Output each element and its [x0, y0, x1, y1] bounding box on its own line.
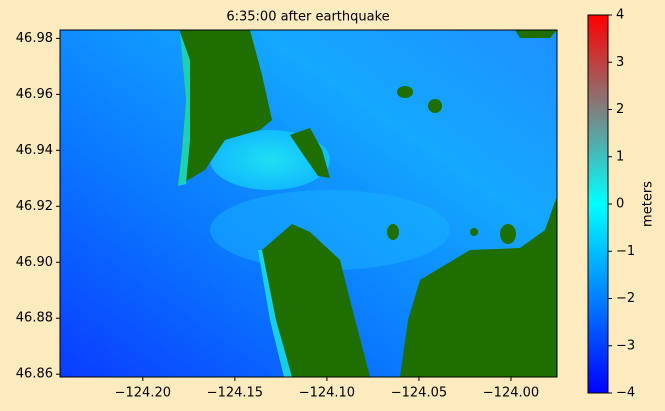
- colorbar-tick-label: 0: [616, 197, 624, 212]
- y-tick-label: 46.86: [16, 367, 53, 382]
- x-tick-label: −124.15: [207, 386, 263, 401]
- colorbar-tick-label: −1: [616, 244, 635, 259]
- colorbar-tick-label: −3: [616, 338, 635, 353]
- map-image: [60, 30, 557, 377]
- y-tick-label: 46.96: [16, 87, 53, 102]
- colorbar-tick-label: 2: [616, 102, 624, 117]
- x-tick-label: −124.20: [115, 386, 171, 401]
- y-tick-label: 46.88: [16, 311, 53, 326]
- x-tick-label: −124.05: [391, 386, 447, 401]
- colorbar-tick-label: 3: [616, 55, 624, 70]
- y-tick-label: 46.90: [16, 255, 53, 270]
- colorbar-label: meters: [641, 181, 656, 227]
- plot-frame: [59, 29, 558, 378]
- colorbar-tick-label: −4: [616, 386, 635, 401]
- x-tick-label: −124.10: [299, 386, 355, 401]
- colorbar-tick-label: 4: [616, 8, 624, 23]
- colorbar: [587, 14, 609, 394]
- y-tick-label: 46.98: [16, 31, 53, 46]
- colorbar-tick-label: −2: [616, 291, 635, 306]
- y-tick-label: 46.92: [16, 199, 53, 214]
- y-tick-label: 46.94: [16, 143, 53, 158]
- colorbar-tick-label: 1: [616, 149, 624, 164]
- chart-title: 6:35:00 after earthquake: [226, 10, 389, 25]
- x-tick-label: −124.00: [483, 386, 539, 401]
